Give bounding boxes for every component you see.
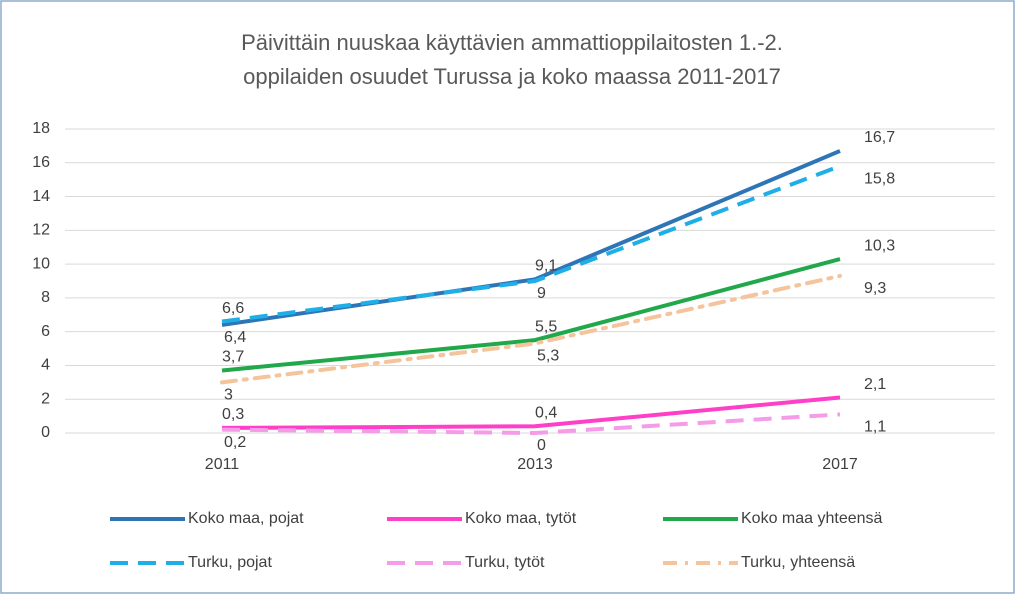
y-tick-label: 0 xyxy=(41,424,50,441)
data-label: 15,8 xyxy=(864,170,895,187)
data-label: 0,4 xyxy=(535,404,557,421)
data-label: 0,2 xyxy=(224,434,246,451)
data-label: 2,1 xyxy=(864,376,886,393)
data-label: 3 xyxy=(224,387,233,404)
data-label: 5,5 xyxy=(535,318,557,335)
y-tick-label: 16 xyxy=(32,154,50,171)
data-label: 6,4 xyxy=(224,329,246,346)
data-label: 0,3 xyxy=(222,406,244,423)
x-tick-label: 2011 xyxy=(205,456,240,473)
chart-title: oppilaiden osuudet Turussa ja koko maass… xyxy=(243,64,781,89)
data-label: 16,7 xyxy=(864,129,895,146)
chart-title: Päivittäin nuuskaa käyttävien ammattiopp… xyxy=(241,30,783,55)
series-line xyxy=(221,395,841,430)
series-line xyxy=(220,273,842,385)
data-label: 6,6 xyxy=(222,300,244,317)
data-label: 5,3 xyxy=(537,348,559,365)
y-tick-label: 6 xyxy=(41,323,50,340)
series-line xyxy=(221,164,841,324)
y-tick-label: 8 xyxy=(41,289,50,306)
legend-label: Koko maa, pojat xyxy=(188,510,304,527)
y-tick-label: 18 xyxy=(32,120,50,137)
y-tick-label: 4 xyxy=(41,357,50,374)
y-tick-label: 12 xyxy=(32,222,50,239)
legend-label: Koko maa, tytöt xyxy=(465,510,577,527)
y-tick-label: 14 xyxy=(32,188,50,205)
data-label: 9,1 xyxy=(535,258,557,275)
data-label: 10,3 xyxy=(864,237,895,254)
data-label: 1,1 xyxy=(864,419,886,436)
y-tick-label: 2 xyxy=(41,390,50,407)
x-tick-label: 2013 xyxy=(517,456,553,473)
series-line xyxy=(221,412,841,436)
legend-label: Turku, yhteensä xyxy=(741,554,855,571)
data-label: 9 xyxy=(537,285,546,302)
data-label: 3,7 xyxy=(222,349,244,366)
data-label: 0 xyxy=(537,437,546,454)
legend-label: Turku, pojat xyxy=(188,554,272,571)
y-tick-label: 10 xyxy=(32,255,50,272)
x-tick-label: 2017 xyxy=(822,456,858,473)
legend-label: Koko maa yhteensä xyxy=(741,510,883,527)
data-label: 9,3 xyxy=(864,280,886,297)
legend-label: Turku, tytöt xyxy=(465,554,545,571)
series-line xyxy=(221,257,841,373)
